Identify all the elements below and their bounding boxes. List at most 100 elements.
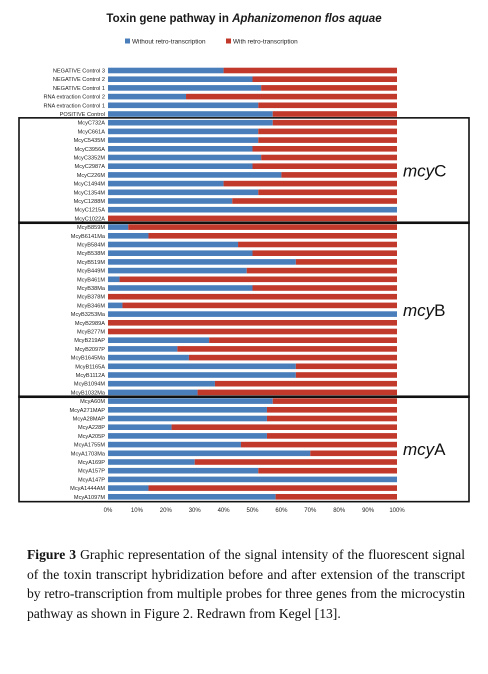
bar-without-retro xyxy=(108,233,149,239)
x-tick-label: 70% xyxy=(304,508,317,514)
bar-without-retro xyxy=(108,224,129,230)
legend-swatch xyxy=(125,38,130,44)
bar-without-retro xyxy=(108,433,267,439)
bar-without-retro xyxy=(108,250,253,256)
bar-without-retro xyxy=(108,259,296,265)
x-tick-label: 40% xyxy=(218,508,231,514)
category-label: McyB3253Ma xyxy=(71,312,106,318)
bar-without-retro xyxy=(108,128,259,135)
bar-without-retro xyxy=(108,76,253,82)
bar-with-retro xyxy=(252,285,397,291)
stacked-bar-chart: Without retro-transcription With retro-tr… xyxy=(18,38,470,514)
x-tick-label: 20% xyxy=(160,508,173,514)
category-label: McyA1097M xyxy=(74,495,105,501)
bar-with-retro xyxy=(295,372,397,378)
bar-with-retro xyxy=(223,180,397,187)
gene-group-boxes: mcyC mcyB mcyA xyxy=(18,117,470,503)
bar-with-retro xyxy=(275,494,397,500)
category-label: McyB584M xyxy=(77,243,105,249)
bar-with-retro xyxy=(240,441,397,448)
bar-with-retro xyxy=(108,328,397,335)
bar-with-retro xyxy=(310,450,397,457)
category-label: McyB1094M xyxy=(74,382,105,388)
gene-group-box xyxy=(18,117,470,225)
category-label: McyB378M xyxy=(77,295,105,301)
category-label: McyB1645Ma xyxy=(71,356,106,362)
bar-without-retro xyxy=(108,467,259,474)
category-label: McyB346M xyxy=(77,303,105,309)
bar-without-retro xyxy=(108,354,189,361)
gene-group-box xyxy=(18,221,470,399)
bar-with-retro xyxy=(252,76,397,82)
bar-without-retro xyxy=(108,241,239,248)
bar-with-retro xyxy=(171,424,397,430)
category-label: NEGATIVE Control 2 xyxy=(53,77,105,83)
category-label: McyC3956A xyxy=(75,147,106,153)
bar-with-retro xyxy=(209,337,397,343)
figure-caption: Figure 3 Graphic representation of the s… xyxy=(27,545,465,623)
bar-without-retro xyxy=(108,302,123,309)
x-tick-label: 10% xyxy=(131,508,144,514)
category-label: McyA271MAP xyxy=(70,408,106,414)
gene-group-label: mcyA xyxy=(403,440,446,459)
legend-label: With retro-transcription xyxy=(233,39,298,46)
category-label: NEGATIVE Control 3 xyxy=(53,69,105,75)
bar-without-retro xyxy=(108,363,296,370)
category-label: McyA1703Ma xyxy=(71,451,106,457)
bar-without-retro xyxy=(108,285,253,291)
bar-without-retro xyxy=(108,389,198,396)
category-label: McyB449M xyxy=(77,269,105,275)
bar-with-retro xyxy=(108,215,397,222)
bar-with-retro xyxy=(258,128,397,135)
legend-swatch xyxy=(226,38,231,44)
category-label: McyB1165A xyxy=(75,364,105,370)
bar-with-retro xyxy=(119,276,397,283)
bar-without-retro xyxy=(108,198,233,204)
bar-without-retro xyxy=(108,85,262,91)
category-label: McyC5435M xyxy=(74,138,106,144)
bar-without-retro xyxy=(108,180,224,187)
category-label: McyC1215A xyxy=(75,208,106,214)
bar-without-retro xyxy=(108,172,282,178)
x-tick-label: 80% xyxy=(333,508,346,514)
x-tick-label: 90% xyxy=(362,508,375,514)
x-tick-label: 100% xyxy=(389,508,405,514)
bar-with-retro xyxy=(148,233,397,239)
caption-label: Figure 3 xyxy=(27,547,77,562)
bar-series xyxy=(108,67,398,500)
bar-with-retro xyxy=(272,119,397,126)
bar-with-retro xyxy=(122,302,397,309)
category-label: McyB2989A xyxy=(75,321,105,327)
category-label: McyA28MAP xyxy=(73,417,106,423)
bar-with-retro xyxy=(272,111,397,117)
bar-without-retro xyxy=(108,163,253,169)
bar-with-retro xyxy=(197,389,397,396)
category-label: McyC1494M xyxy=(74,182,106,188)
category-label: McyA1755M xyxy=(74,443,105,449)
category-label: McyA147P xyxy=(78,477,105,483)
category-label: McyB461M xyxy=(77,277,105,283)
category-label: McyA157P xyxy=(78,469,105,475)
bar-with-retro xyxy=(295,259,397,265)
category-label: RNA extraction Control 2 xyxy=(43,95,105,101)
bar-without-retro xyxy=(108,311,397,317)
category-label: McyA60M xyxy=(80,399,105,405)
bar-without-retro xyxy=(108,67,224,74)
category-label: McyC3352M xyxy=(74,156,106,162)
bar-with-retro xyxy=(232,198,397,204)
bar-without-retro xyxy=(108,450,311,457)
category-label: McyA169P xyxy=(78,460,105,466)
category-label: NEGATIVE Control 1 xyxy=(53,86,105,92)
bar-with-retro xyxy=(258,102,397,109)
bar-with-retro xyxy=(188,354,397,361)
bar-with-retro xyxy=(128,224,398,230)
chart-title: Toxin gene pathway in Aphanizomenon flos… xyxy=(0,13,488,25)
caption-text: Graphic representation of the signal int… xyxy=(27,547,465,621)
category-label: McyC732A xyxy=(78,121,106,127)
bar-without-retro xyxy=(108,276,120,283)
x-tick-label: 60% xyxy=(275,508,288,514)
bar-with-retro xyxy=(148,485,397,491)
bar-without-retro xyxy=(108,476,397,483)
category-label: McyB38Ma xyxy=(77,286,106,292)
